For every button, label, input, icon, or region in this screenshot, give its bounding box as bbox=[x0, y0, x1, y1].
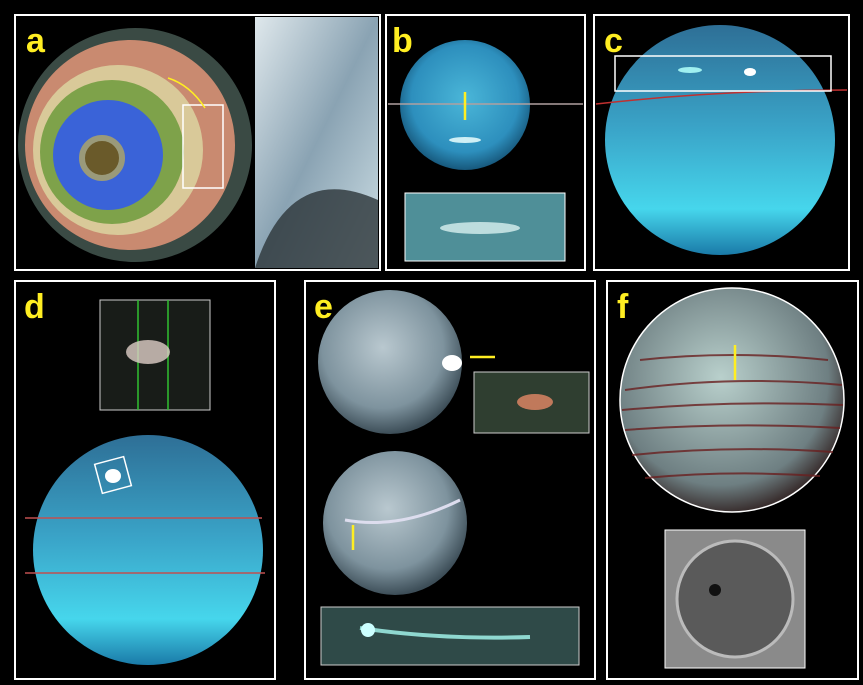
highlight-box bbox=[614, 55, 832, 92]
bands bbox=[621, 354, 844, 479]
spot bbox=[709, 584, 721, 596]
planet bbox=[619, 287, 845, 513]
highlight-box bbox=[93, 455, 133, 495]
panel-b: b bbox=[385, 14, 586, 271]
planet bbox=[318, 290, 462, 434]
inset-image bbox=[99, 299, 211, 411]
planet bbox=[33, 435, 263, 665]
arrow bbox=[167, 77, 206, 109]
panel-a: a bbox=[14, 14, 381, 271]
cloud-band bbox=[344, 498, 461, 524]
panel-label: d bbox=[24, 288, 45, 326]
cloud bbox=[744, 68, 756, 76]
cloud bbox=[449, 137, 481, 143]
panel-label: c bbox=[604, 22, 623, 60]
cloud bbox=[126, 340, 170, 364]
panel-e: e bbox=[304, 280, 596, 680]
planet bbox=[323, 451, 467, 595]
pole-view bbox=[675, 539, 795, 659]
panel-f: f bbox=[606, 280, 859, 680]
pole bbox=[79, 135, 125, 181]
cloud bbox=[517, 394, 553, 410]
cloud bbox=[678, 67, 702, 73]
cloud bbox=[440, 222, 520, 234]
panel-label: a bbox=[26, 22, 46, 60]
planet bbox=[605, 25, 835, 255]
cloud bbox=[442, 355, 462, 371]
panel-label: e bbox=[314, 288, 333, 326]
panel-label: b bbox=[392, 22, 413, 60]
panel-label: f bbox=[617, 288, 629, 326]
panel-c: c bbox=[593, 14, 850, 271]
cloud bbox=[361, 623, 375, 637]
cloud-band bbox=[359, 626, 531, 640]
panel-d: d bbox=[14, 280, 276, 680]
ring-line bbox=[595, 89, 848, 105]
cloud bbox=[105, 469, 121, 483]
shadow bbox=[255, 189, 378, 268]
